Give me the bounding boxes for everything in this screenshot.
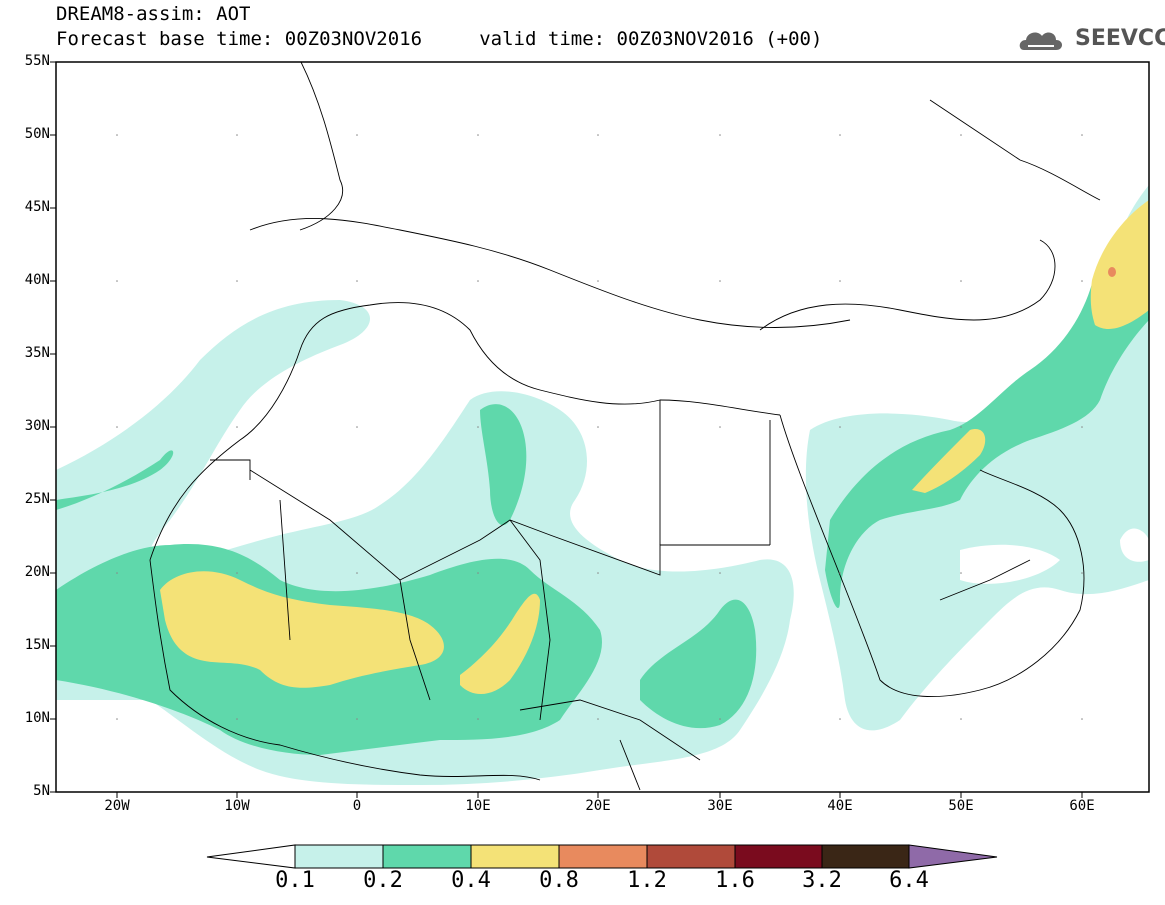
- aot-layer-1.2: [1108, 267, 1116, 277]
- lat-label: 45N: [24, 199, 50, 215]
- lon-label: 50E: [948, 798, 974, 814]
- colorbar-label: 0.8: [539, 868, 579, 893]
- colorbar-label: 1.2: [627, 868, 667, 893]
- lon-label: 20W: [104, 798, 130, 814]
- lat-label: 55N: [24, 53, 50, 69]
- lat-label: 25N: [24, 491, 50, 507]
- lon-label: 60E: [1069, 798, 1095, 814]
- lat-label: 5N: [33, 783, 50, 799]
- axis-ticks: [50, 61, 1083, 798]
- colorbar-label: 3.2: [802, 868, 842, 893]
- lat-label: 20N: [24, 564, 50, 580]
- lat-label: 50N: [24, 126, 50, 142]
- lon-label: 20E: [585, 798, 611, 814]
- map-title: DREAM8-assim: AOT: [56, 3, 251, 25]
- lat-label: 10N: [24, 710, 50, 726]
- colorbar-label: 0.2: [363, 868, 403, 893]
- lon-label: 40E: [827, 798, 853, 814]
- cloud-logo-icon: [1019, 32, 1062, 50]
- logo-text: SEEVCCC: [1075, 26, 1165, 51]
- colorbar-label: 0.4: [451, 868, 491, 893]
- colorbar-label: 0.1: [275, 868, 315, 893]
- lat-label: 15N: [24, 637, 50, 653]
- coastlines: [149, 62, 1101, 791]
- forecast-time-info: Forecast base time: 00Z03NOV2016 valid t…: [56, 28, 823, 50]
- lat-label: 40N: [24, 272, 50, 288]
- lon-label: 10W: [224, 798, 250, 814]
- lat-label: 30N: [24, 418, 50, 434]
- aot-layer-0.4: [160, 200, 1149, 695]
- lon-label: 10E: [465, 798, 491, 814]
- colorbar-label: 1.6: [715, 868, 755, 893]
- lon-label: 30E: [707, 798, 733, 814]
- lat-label: 35N: [24, 345, 50, 361]
- colorbar-label: 6.4: [889, 868, 929, 893]
- lon-label: 0: [352, 798, 362, 814]
- graticule: [116, 134, 1083, 720]
